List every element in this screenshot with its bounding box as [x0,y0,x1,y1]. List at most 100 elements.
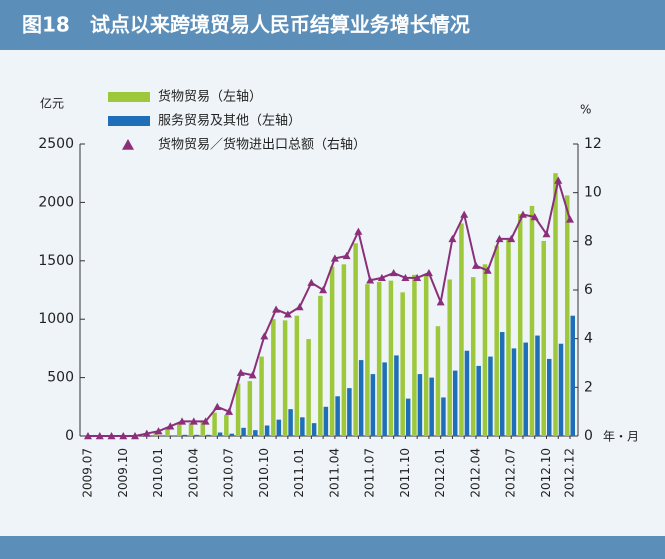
line-marker [283,310,292,318]
line-marker [448,234,457,243]
line-marker [460,210,469,218]
bar [506,239,511,436]
bar [217,432,223,436]
bar [570,315,575,436]
y-tick-label: 0 [65,428,74,444]
line-marker [272,305,281,313]
bar [517,214,523,436]
line-marker [495,234,504,243]
x-tick-label: 2009.07 [81,448,95,498]
bar [306,339,311,436]
line-marker [424,268,433,277]
x-tick-label: 2012.10 [539,448,553,498]
y-tick-label: 2000 [38,194,74,210]
bar [353,243,358,436]
legend-swatch [108,92,150,102]
line-marker [530,213,539,221]
line-marker [342,251,351,260]
line-marker [84,432,92,440]
x-tick-label: 2011.01 [292,448,306,498]
x-tick-label: 2012.12 [563,448,577,498]
line-marker [107,432,116,440]
line-marker [307,278,316,286]
bar [388,280,394,436]
x-tick-label: 2010.07 [222,448,236,498]
y2-tick-label: 6 [584,282,593,298]
bar [423,274,429,436]
legend-label: 货物贸易（左轴） [158,89,262,105]
bar [405,398,411,436]
y2-tick-label: 8 [584,233,593,249]
line-marker [413,273,422,282]
x-tick-label: 2010.04 [186,448,200,498]
bar [206,434,211,436]
bar [376,281,382,436]
x-tick-label: 2011.04 [327,448,341,498]
y2-tick-label: 2 [584,379,593,395]
line-marker [483,266,492,274]
bar [417,374,423,436]
y-tick-label: 2500 [38,136,74,152]
y-tick-label: 1500 [38,253,74,269]
line-marker [236,368,245,376]
footer-bar [0,536,665,559]
bar [229,433,235,436]
bar [341,264,347,436]
line-marker [201,417,210,425]
line-marker [178,417,187,425]
y2-tick-label: 0 [584,428,593,444]
chart-title: 图18 试点以来跨境贸易人民币结算业务增长情况 [22,13,470,37]
bar [253,430,258,436]
bar [194,434,199,436]
bar [177,424,182,436]
bar [435,326,441,436]
bar [494,245,499,436]
x-tick-label: 2011.07 [363,448,377,498]
x-tick-label: 2010.10 [257,448,271,498]
bar [282,320,288,436]
bar [170,435,176,436]
line-marker [389,268,398,277]
bar [188,423,194,436]
legend-label: 服务贸易及其他（左轴） [158,113,301,129]
y2-tick-label: 4 [584,331,593,347]
bar [400,292,405,436]
line-marker [436,298,445,306]
bar [329,266,335,436]
bar [247,381,253,436]
line-marker [330,254,339,262]
line-marker [295,303,304,311]
line-marker [142,429,151,437]
line-marker [542,230,551,238]
line-marker [507,234,516,243]
bar [394,355,399,436]
x-tick-label: 2010.01 [151,448,165,498]
bar [565,195,570,436]
bar [482,264,488,436]
bar [224,414,229,436]
line-marker [471,261,480,269]
bar [264,425,270,436]
line-marker [131,432,140,440]
bar [212,412,217,436]
bar [294,315,300,436]
line-marker [566,215,574,223]
y2-axis-label: % [580,103,591,117]
bar [259,356,264,436]
bar [488,356,493,436]
bar [546,358,552,436]
bar [447,279,452,436]
y-tick-label: 500 [47,370,74,386]
bar [159,435,164,436]
bar [370,374,376,436]
y2-tick-label: 10 [584,185,602,201]
bar [558,343,564,436]
line-marker [154,427,163,435]
line-marker [248,371,257,379]
line-marker [377,273,386,282]
line-marker [213,402,222,410]
x-tick-label: 2012.01 [433,448,447,498]
bar [535,335,540,436]
bar [165,428,170,436]
line-marker [366,276,375,284]
